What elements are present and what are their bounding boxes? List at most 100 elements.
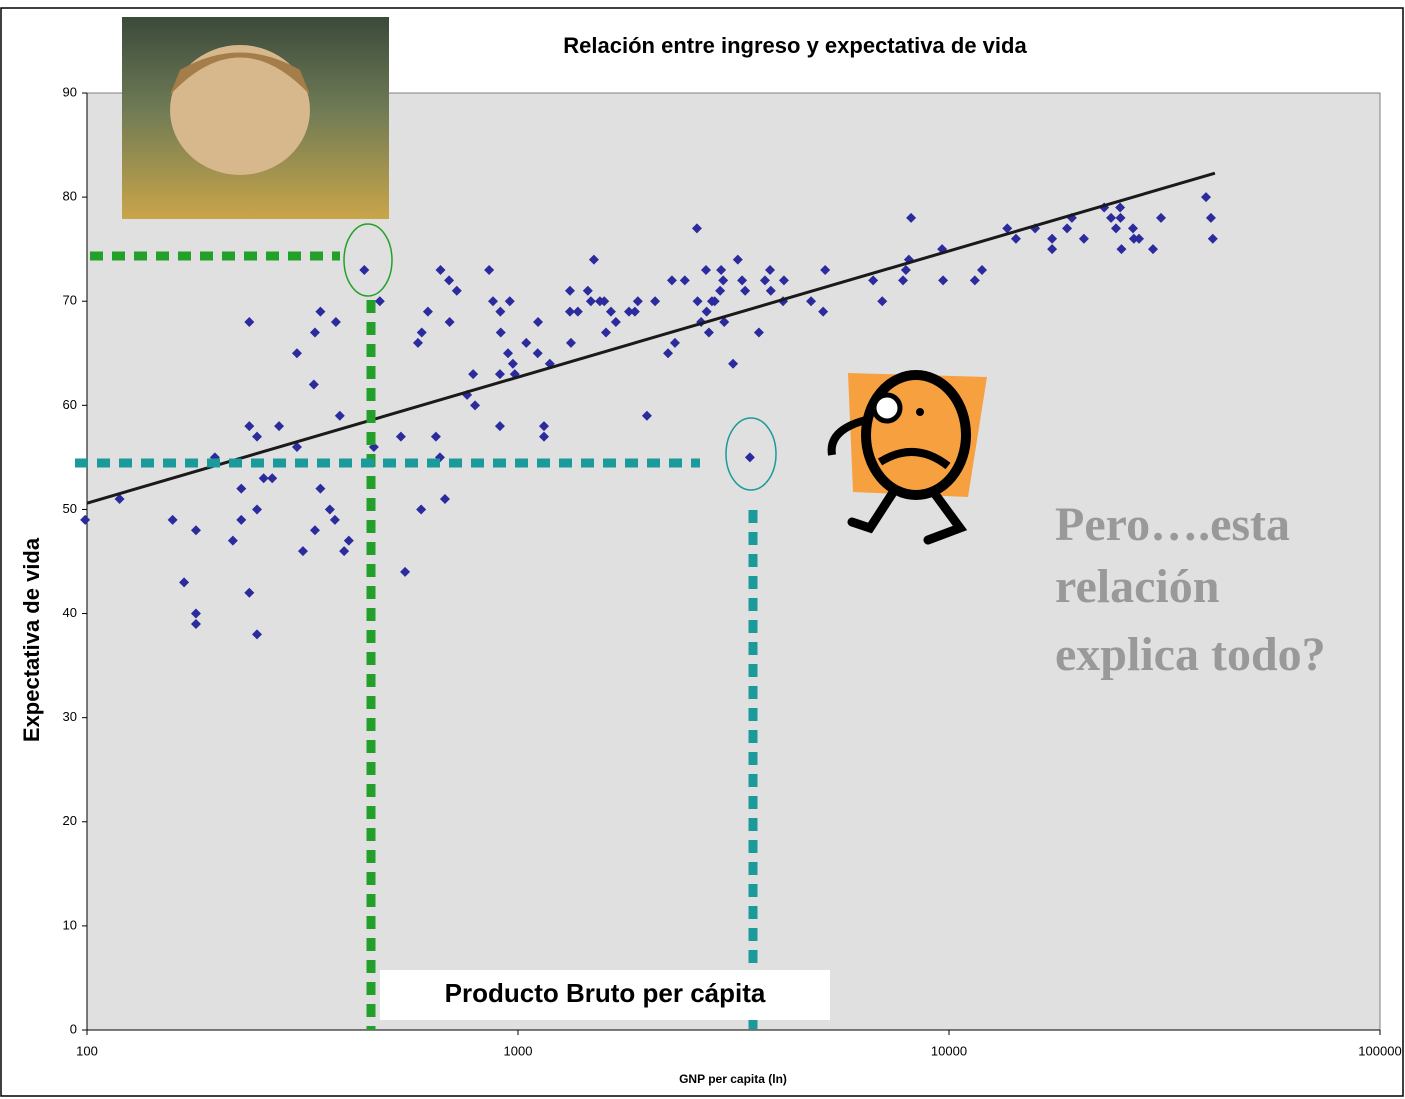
point xyxy=(80,514,91,525)
x-tick-label: 100 xyxy=(76,1043,98,1058)
point xyxy=(728,358,739,369)
point xyxy=(718,275,729,286)
point xyxy=(1134,233,1145,244)
point xyxy=(532,348,543,359)
point xyxy=(650,296,661,307)
point xyxy=(412,337,423,348)
point xyxy=(820,264,831,275)
point xyxy=(582,285,593,296)
point xyxy=(1047,233,1058,244)
point xyxy=(258,473,269,484)
point xyxy=(623,306,634,317)
point xyxy=(236,483,247,494)
point xyxy=(507,358,518,369)
point xyxy=(308,379,319,390)
point xyxy=(236,514,247,525)
point xyxy=(700,264,711,275)
point xyxy=(329,514,340,525)
point xyxy=(1205,212,1216,223)
point xyxy=(765,264,776,275)
point xyxy=(430,431,441,442)
point xyxy=(740,285,751,296)
y-tick-label: 90 xyxy=(63,84,77,99)
point xyxy=(494,421,505,432)
point xyxy=(315,306,326,317)
point xyxy=(330,317,341,328)
point xyxy=(503,348,514,359)
point xyxy=(599,296,610,307)
point xyxy=(468,369,479,380)
point xyxy=(451,285,462,296)
point xyxy=(291,348,302,359)
point xyxy=(564,306,575,317)
point xyxy=(701,306,712,317)
x-axis-label: GNP per capita (ln) xyxy=(679,1072,787,1086)
point xyxy=(495,327,506,338)
point xyxy=(167,514,178,525)
point xyxy=(692,296,703,307)
y-tick-label: 50 xyxy=(63,501,77,516)
point xyxy=(715,285,726,296)
point xyxy=(744,452,755,463)
point xyxy=(190,618,201,629)
point xyxy=(1078,233,1089,244)
layer: 0 10 20 30 40 50 60 70 80 90 100 1000 10000 100000 xyxy=(63,84,1402,1058)
cartoon-head xyxy=(861,370,971,500)
point xyxy=(1207,233,1218,244)
point xyxy=(716,264,727,275)
x-tick-label: 100000 xyxy=(1358,1043,1401,1058)
point xyxy=(297,546,308,557)
callout-line: relación xyxy=(1055,560,1219,613)
point xyxy=(719,317,730,328)
cartoon-eye xyxy=(871,392,903,424)
point xyxy=(395,431,406,442)
point xyxy=(538,421,549,432)
point xyxy=(484,264,495,275)
point xyxy=(572,306,583,317)
y-tick-label: 10 xyxy=(63,917,77,932)
point xyxy=(244,317,255,328)
point xyxy=(877,296,888,307)
point xyxy=(274,421,285,432)
y-tick-label: 70 xyxy=(63,293,77,308)
point xyxy=(600,327,611,338)
point xyxy=(1115,212,1126,223)
annotation-bg xyxy=(380,970,830,1020)
point xyxy=(521,337,532,348)
point xyxy=(588,254,599,265)
point xyxy=(416,504,427,515)
point xyxy=(190,608,201,619)
point xyxy=(533,317,544,328)
point xyxy=(495,306,506,317)
point xyxy=(435,264,446,275)
point xyxy=(504,296,515,307)
point xyxy=(759,275,770,286)
point xyxy=(806,296,817,307)
point xyxy=(309,327,320,338)
point xyxy=(632,296,643,307)
point xyxy=(663,348,674,359)
point xyxy=(737,275,748,286)
point xyxy=(969,275,980,286)
point xyxy=(267,473,278,484)
x-tick-label: 1000 xyxy=(504,1043,533,1058)
annotation: Producto Bruto per cápita xyxy=(445,978,766,1008)
point xyxy=(900,264,911,275)
point xyxy=(1127,223,1138,234)
point xyxy=(818,306,829,317)
y-tick-label: 30 xyxy=(63,709,77,724)
point xyxy=(416,327,427,338)
circle-highlight xyxy=(343,223,393,297)
point xyxy=(190,525,201,536)
point xyxy=(1156,212,1167,223)
chart-title: Relación entre ingreso y expectativa de … xyxy=(563,33,1027,58)
point xyxy=(488,296,499,307)
y-tick-label: 20 xyxy=(63,813,77,828)
point xyxy=(868,275,879,286)
point xyxy=(244,421,255,432)
point xyxy=(179,577,190,588)
point xyxy=(1116,244,1127,255)
point xyxy=(400,566,411,577)
point xyxy=(359,264,370,275)
point xyxy=(898,275,909,286)
